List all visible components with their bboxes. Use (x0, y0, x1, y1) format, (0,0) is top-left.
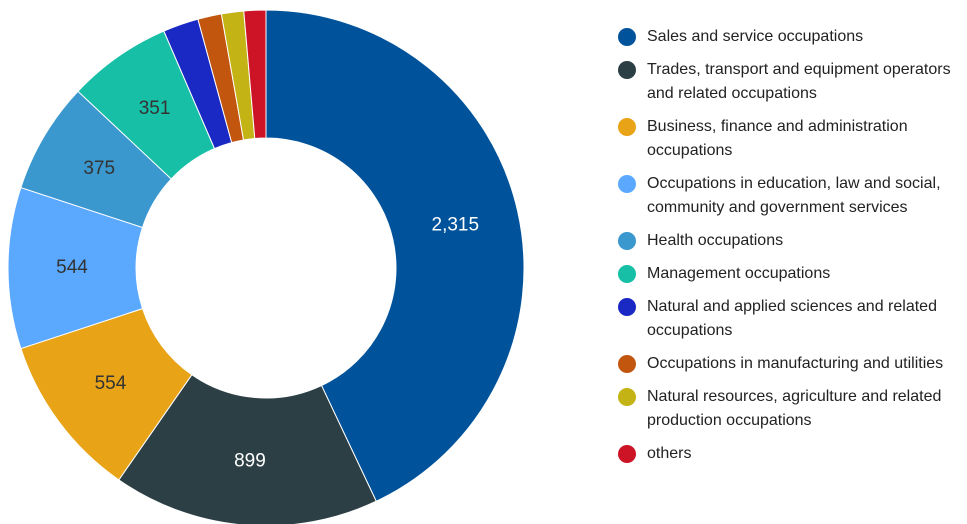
legend-item: Business, finance and administration occ… (618, 115, 963, 163)
legend-swatch (618, 298, 636, 316)
legend-label: Natural resources, agriculture and relat… (647, 388, 942, 429)
slice-label: 554 (95, 373, 127, 394)
slice (243, 9, 267, 140)
legend-label: Health occupations (647, 232, 784, 249)
slice (265, 9, 525, 502)
slice-label: 544 (56, 257, 88, 278)
legend-item: Natural and applied sciences and related… (618, 295, 963, 343)
slice-label: 2,315 (432, 215, 480, 236)
slice-label: 899 (234, 450, 266, 471)
legend-label: Occupations in manufacturing and utiliti… (647, 355, 944, 372)
legend-label: Business, finance and administration occ… (647, 118, 908, 159)
legend-swatch (618, 118, 636, 136)
legend: Sales and service occupations Trades, tra… (618, 25, 963, 475)
legend-item: Natural resources, agriculture and relat… (618, 385, 963, 433)
legend-item: Health occupations (618, 229, 963, 253)
legend-swatch (618, 445, 636, 463)
legend-swatch (618, 388, 636, 406)
legend-swatch (618, 232, 636, 250)
legend-label: Occupations in education, law and social… (647, 175, 941, 216)
legend-label: others (647, 445, 692, 462)
legend-swatch (618, 28, 636, 46)
legend-swatch (618, 265, 636, 283)
legend-item: Trades, transport and equipment operator… (618, 58, 963, 106)
slice (118, 374, 377, 524)
legend-label: Natural and applied sciences and related… (647, 298, 937, 339)
legend-swatch (618, 175, 636, 193)
legend-item: Management occupations (618, 262, 963, 286)
legend-label: Trades, transport and equipment operator… (647, 61, 951, 102)
legend-swatch (618, 355, 636, 373)
slice-label: 351 (139, 98, 171, 119)
legend-label: Management occupations (647, 265, 831, 282)
slice-label: 375 (83, 158, 115, 179)
legend-label: Sales and service occupations (647, 28, 864, 45)
legend-item: Occupations in education, law and social… (618, 172, 963, 220)
legend-swatch (618, 61, 636, 79)
legend-item: Sales and service occupations (618, 25, 963, 49)
legend-item: Occupations in manufacturing and utiliti… (618, 352, 963, 376)
legend-item: others (618, 442, 963, 466)
